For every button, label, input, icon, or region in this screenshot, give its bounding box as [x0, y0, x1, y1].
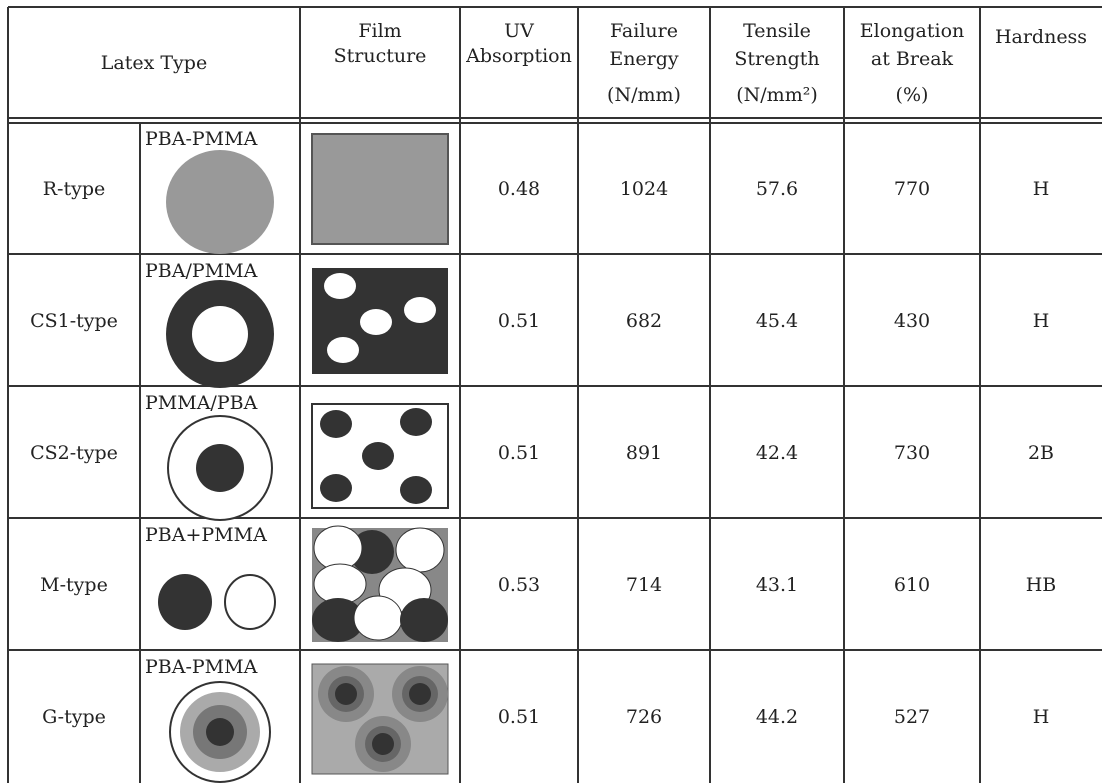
cell: 0.51 [498, 310, 540, 332]
row-icons [158, 525, 448, 642]
header-cell: Latex Type [101, 52, 207, 74]
cell: 430 [894, 310, 930, 332]
cell: 682 [626, 310, 662, 332]
film-icon [311, 403, 449, 509]
particle-label: PBA/PMMA [145, 260, 258, 282]
header-cell: Strength [734, 48, 819, 70]
header-cell: Hardness [995, 26, 1087, 48]
particle-icon [169, 681, 271, 783]
particle-icon [158, 574, 276, 630]
cell: 770 [894, 178, 930, 200]
row-icons [166, 133, 449, 254]
cell: H [1033, 706, 1050, 728]
cell: 0.48 [498, 178, 540, 200]
cell: 42.4 [756, 442, 798, 464]
cell: 44.2 [756, 706, 798, 728]
particle-icon [167, 415, 273, 521]
particle-icon [166, 150, 274, 254]
cell: 0.53 [498, 574, 540, 596]
cell: M-type [40, 574, 108, 596]
film-icon [312, 268, 448, 374]
header-cell: Absorption [465, 45, 572, 67]
cell: 45.4 [756, 310, 798, 332]
particle-label: PMMA/PBA [145, 392, 258, 414]
cell: 43.1 [756, 574, 798, 596]
cell: 891 [626, 442, 662, 464]
header-cell: Structure [334, 45, 427, 67]
cell: H [1033, 310, 1050, 332]
row-icons [167, 403, 449, 521]
header-cell: Energy [609, 48, 679, 70]
cell: 2B [1028, 442, 1054, 464]
header-cell: (N/mm) [607, 84, 681, 106]
cell: R-type [43, 178, 106, 200]
film-icon [312, 525, 448, 642]
film-icon [311, 133, 449, 245]
header-cell: (%) [896, 84, 929, 106]
header-cell: Elongation [860, 20, 965, 42]
cell: 730 [894, 442, 930, 464]
header-cell: UV [504, 20, 534, 42]
cell: 726 [626, 706, 662, 728]
cell: 610 [894, 574, 930, 596]
particle-icon [166, 280, 274, 388]
grid [7, 6, 1102, 783]
cell: 57.6 [756, 178, 798, 200]
header-cell: (N/mm²) [736, 84, 818, 106]
header-cell: Failure [610, 20, 678, 42]
cell: CS2-type [30, 442, 118, 464]
cell: 0.51 [498, 706, 540, 728]
cell: 0.51 [498, 442, 540, 464]
particle-label: PBA-PMMA [145, 128, 258, 150]
cell: G-type [42, 706, 106, 728]
cell: 714 [626, 574, 662, 596]
particle-label: PBA-PMMA [145, 656, 258, 678]
row-icons [166, 268, 448, 388]
cell: 1024 [620, 178, 668, 200]
header-cell: Tensile [743, 20, 811, 42]
cell: H [1033, 178, 1050, 200]
cell: HB [1026, 574, 1057, 596]
header-cell: at Break [871, 48, 954, 70]
cell: 527 [894, 706, 930, 728]
header-cell: Film [358, 20, 401, 42]
film-icon [311, 663, 449, 775]
row-icons [169, 663, 449, 783]
particle-label: PBA+PMMA [145, 524, 267, 546]
cell: CS1-type [30, 310, 118, 332]
